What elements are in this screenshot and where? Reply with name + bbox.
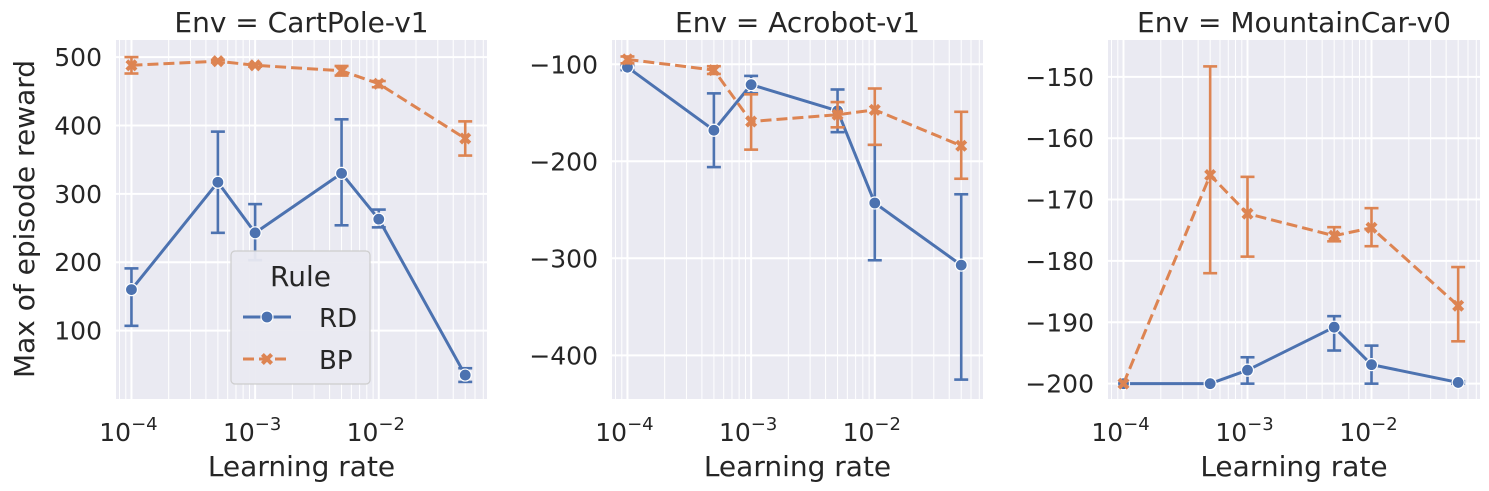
x-tick-label: 10−4	[595, 414, 653, 447]
data-point-bp	[707, 64, 720, 77]
series-BP	[1117, 65, 1466, 390]
data-point-bp	[1452, 299, 1465, 312]
data-point-bp	[211, 55, 224, 68]
data-point-bp	[1117, 377, 1130, 390]
y-tick-label: −170	[1025, 186, 1094, 215]
legend-label: RD	[319, 304, 357, 334]
data-point-rd	[372, 212, 386, 226]
legend-marker-rd	[260, 310, 274, 324]
series-line	[1122, 173, 1460, 385]
legend-marker-bp	[260, 352, 274, 366]
x-axis-label: Learning rate	[1200, 450, 1387, 483]
x-axis-label: Learning rate	[704, 450, 891, 483]
y-tick-label: 100	[54, 317, 102, 346]
data-point-bp	[249, 59, 262, 72]
y-axis-label: Max of episode reward	[8, 60, 41, 378]
legend-title: Rule	[270, 260, 331, 293]
x-tick-label: 10−3	[719, 414, 777, 447]
x-tick-label: 10−2	[843, 414, 901, 447]
data-point-bp	[831, 108, 844, 121]
data-point-rd	[1240, 363, 1255, 377]
data-point-rd	[1364, 358, 1379, 372]
data-point-rd	[1327, 320, 1341, 334]
panel-3: Env = MountainCar-v0 −200 −190 −180 −170 −160…	[1025, 6, 1480, 483]
x-tick-label: 10−3	[223, 414, 281, 447]
data-point-rd	[744, 78, 758, 92]
x-tick-label: 10−4	[99, 414, 157, 447]
data-point-bp	[1328, 229, 1341, 242]
x-tick-label: 10−2	[347, 414, 405, 447]
data-point-bp	[955, 139, 968, 152]
series-line	[1123, 325, 1459, 386]
data-point-bp	[745, 115, 758, 128]
y-tick-label: −190	[1025, 308, 1094, 337]
data-point-rd	[334, 166, 349, 180]
x-axis-label: Learning rate	[208, 450, 395, 483]
legend: Rule RD BP	[230, 250, 371, 385]
data-point-bp	[1241, 207, 1254, 220]
series-line	[130, 171, 467, 376]
series-line	[131, 59, 467, 140]
panel-1: Env = CartPole-v1 100 200 300 400 500 10−4 10−3…	[54, 6, 487, 483]
data-point-bp	[459, 132, 472, 145]
data-point-rd	[954, 258, 968, 272]
legend-box	[230, 250, 371, 385]
panel-2: Env = Acrobot-v1 −400 −300 −200 −100 10−4 10−3…	[529, 6, 983, 483]
series-BP	[124, 55, 473, 157]
data-point-rd	[1451, 375, 1465, 390]
data-point-bp	[868, 103, 881, 116]
y-tick-label: −200	[1025, 370, 1094, 399]
y-tick-label: −160	[1025, 124, 1094, 153]
y-tick-label: −400	[529, 341, 598, 370]
series-line	[627, 57, 962, 148]
x-tick-label: 10−3	[1215, 414, 1273, 447]
y-tick-label: −200	[529, 147, 598, 176]
panel-title: Env = CartPole-v1	[174, 6, 428, 39]
y-tick-label: 500	[54, 43, 102, 72]
data-point-bp	[1365, 221, 1378, 234]
y-tick-label: −300	[529, 244, 598, 273]
legend-label: BP	[319, 346, 353, 376]
x-tick-label: 10−4	[1091, 414, 1149, 447]
plot-area	[1108, 40, 1480, 399]
data-point-rd	[124, 282, 139, 297]
y-tick-label: 400	[54, 111, 102, 140]
y-tick-label: −180	[1025, 247, 1094, 276]
panel-title: Env = MountainCar-v0	[1137, 6, 1451, 39]
panel-title: Env = Acrobot-v1	[675, 6, 920, 39]
data-point-rd	[1203, 377, 1217, 391]
x-tick-label: 10−2	[1339, 414, 1397, 447]
data-point-bp	[1204, 168, 1217, 182]
data-point-bp	[621, 53, 634, 66]
y-tick-label: −150	[1025, 63, 1094, 92]
data-point-rd	[211, 175, 225, 189]
series-RD	[124, 118, 473, 384]
y-tick-label: −100	[529, 50, 598, 79]
data-point-bp	[125, 59, 138, 72]
data-point-bp	[372, 77, 385, 90]
plot-area	[612, 40, 983, 399]
data-point-rd	[707, 123, 721, 137]
data-point-bp	[335, 64, 348, 77]
series-BP	[620, 53, 969, 181]
series-line	[626, 65, 963, 267]
data-point-rd	[248, 226, 262, 240]
data-point-rd	[868, 196, 882, 210]
data-point-rd	[458, 368, 472, 382]
y-tick-label: 300	[54, 180, 102, 209]
y-tick-label: 200	[54, 248, 102, 277]
